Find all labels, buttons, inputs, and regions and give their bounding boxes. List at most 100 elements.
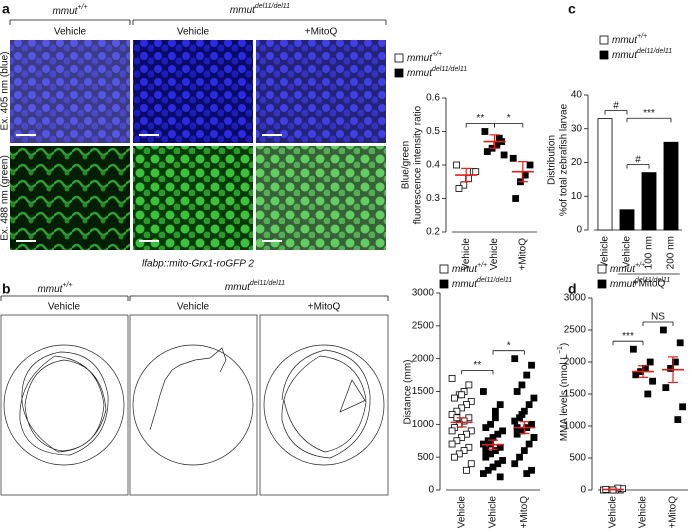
y-label-sup: −1 — [557, 346, 564, 354]
legend-label-base: mmut — [610, 279, 636, 290]
data-point — [511, 355, 519, 363]
data-point — [513, 388, 521, 395]
y-tick-label: 2000 — [564, 357, 587, 368]
x-tick-label: Vehicle — [608, 496, 619, 529]
bar — [597, 118, 613, 231]
data-point — [513, 430, 521, 438]
genotype-label-base: mmut — [37, 284, 63, 295]
legend-label: mmutdel11/del11 — [612, 48, 672, 61]
y-tick-label: 500 — [569, 453, 586, 464]
y-tick-label: 2000 — [412, 353, 435, 364]
legend-marker — [439, 264, 449, 274]
x-tick-label: Vehicle — [488, 496, 499, 529]
y-tick-label: 10 — [571, 191, 583, 202]
sig-label: # — [613, 100, 619, 111]
data-point — [530, 434, 538, 441]
y-axis-label: Blue/green — [401, 141, 412, 189]
data-point — [483, 148, 491, 156]
y-tick-label: 0.2 — [426, 227, 440, 238]
legend-label-sup: +/+ — [477, 262, 487, 269]
data-point — [662, 384, 670, 392]
data-point — [467, 460, 475, 468]
genotype-label: mmutdel11/del11 — [225, 280, 285, 293]
genotype-label-sup: del11/del11 — [250, 280, 285, 287]
data-point — [448, 440, 456, 448]
data-point — [458, 391, 466, 399]
x-tick-label: Vehicle — [638, 496, 649, 529]
error-bar — [456, 417, 467, 428]
error-bar — [517, 161, 528, 183]
y-axis-label: %of total zebrafish larvae — [559, 103, 570, 216]
data-point — [472, 168, 480, 176]
data-point — [496, 401, 504, 409]
genotype-label-base: mmut — [52, 6, 78, 17]
error-bar — [489, 134, 500, 149]
x-tick-label: 200 nm — [666, 236, 677, 269]
y-tick-label: 0.6 — [426, 93, 440, 104]
sig-label: * — [507, 340, 511, 351]
panel-label: c — [568, 1, 576, 17]
data-point — [526, 161, 534, 169]
panel-label: a — [2, 1, 10, 17]
data-point — [491, 407, 499, 415]
data-point — [482, 424, 490, 432]
y-tick-label: 1500 — [412, 386, 435, 397]
condition-label: Vehicle — [54, 27, 87, 38]
y-tick-label: 3000 — [412, 288, 435, 299]
legend-label-base: mmut — [407, 53, 433, 64]
data-point — [448, 374, 456, 382]
error-bar — [519, 421, 530, 435]
y-tick-label: 30 — [571, 123, 583, 134]
x-tick-label: Vehicle — [461, 238, 472, 271]
legend-label-base: mmut — [612, 35, 638, 46]
data-point — [660, 326, 667, 334]
y-axis-label: Distance (mm) — [403, 359, 414, 424]
error-bar — [461, 167, 472, 183]
row-label: Ex. 488 nm (green) — [0, 155, 11, 241]
condition-label: Vehicle — [177, 302, 210, 313]
data-point — [482, 453, 490, 461]
sig-label: *** — [622, 331, 634, 342]
genotype-label: mmutdel11/del11 — [230, 3, 290, 16]
data-point — [465, 381, 473, 389]
y-tick-label: 0 — [576, 225, 582, 236]
data-point — [496, 473, 504, 481]
x-tick-label: Vehicle — [456, 496, 467, 529]
y-tick-label: 0.3 — [426, 193, 440, 204]
data-point — [463, 466, 470, 474]
data-point — [525, 401, 533, 409]
legend-marker — [439, 279, 449, 289]
data-point — [520, 447, 528, 455]
y-tick-label: 20 — [571, 157, 583, 168]
x-tick-label: +MitoQ — [519, 496, 530, 529]
legend-label-base: mmut — [452, 279, 478, 290]
y-tick-label: 2500 — [412, 320, 435, 331]
y-tick-label: 0.4 — [426, 160, 440, 171]
y-axis-label: MMA levels (nmol L−1) — [557, 343, 570, 442]
data-point — [512, 195, 520, 202]
data-point — [479, 470, 487, 477]
legend-label-sup: del11/del11 — [432, 66, 467, 73]
genotype-label-sup: del11/del11 — [255, 3, 290, 10]
legend-label-sup: del11/del11 — [635, 277, 670, 284]
x-tick-label: 100 nm — [644, 236, 655, 269]
legend-label-base: mmut — [452, 264, 478, 275]
legend-marker — [599, 35, 609, 45]
x-tick-label: Vehicle — [489, 238, 500, 271]
data-point — [448, 427, 456, 435]
legend-label-base: mmut — [407, 68, 433, 79]
y-label-part: ) — [559, 343, 570, 346]
y-axis-label: fluorescence intensity ratio — [413, 105, 424, 224]
legend-label: mmut+/+ — [407, 51, 442, 64]
genotype-label-base: mmut — [225, 282, 251, 293]
legend-marker — [394, 68, 404, 78]
data-point — [516, 453, 523, 461]
error-bar — [638, 365, 648, 378]
y-tick-label: 40 — [571, 90, 583, 101]
legend-marker — [597, 279, 607, 289]
data-point — [518, 381, 526, 389]
data-point — [632, 371, 640, 379]
legend-label: mmutdel11/del11 — [610, 277, 670, 290]
legend-marker — [599, 50, 609, 60]
x-tick-label: +MitoQ — [517, 238, 528, 271]
